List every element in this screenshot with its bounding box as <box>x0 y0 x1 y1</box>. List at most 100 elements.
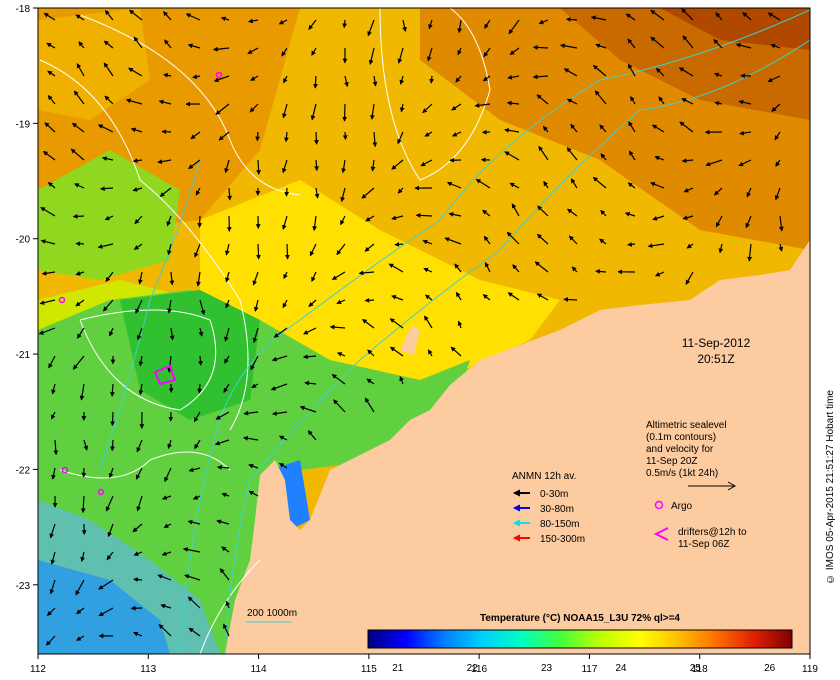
velocity-arrow <box>397 131 404 145</box>
velocity-arrow <box>282 215 288 230</box>
velocity-arrow <box>161 551 172 556</box>
velocity-arrow <box>775 159 781 167</box>
velocity-arrow <box>72 355 85 370</box>
velocity-arrow <box>308 19 317 31</box>
colorbar-tick-label: 21 <box>392 663 404 674</box>
annotation-line-3: and velocity for <box>646 444 714 455</box>
velocity-arrow <box>424 131 433 137</box>
velocity-arrow <box>136 439 143 453</box>
velocity-arrow <box>563 297 578 302</box>
longitude-axis: 112 113 114 115 116 117 118 119 <box>30 654 818 675</box>
velocity-arrow <box>402 19 407 32</box>
velocity-arrow <box>83 439 89 451</box>
lat-tick-label: -23 <box>16 581 31 592</box>
lon-tick-label: 115 <box>361 664 377 675</box>
velocity-arrow <box>74 183 85 189</box>
legend-item-label: 150-300m <box>540 534 585 545</box>
velocity-arrow <box>331 271 346 281</box>
velocity-arrow <box>216 519 230 525</box>
velocity-arrow <box>570 123 578 133</box>
velocity-arrow <box>714 100 723 106</box>
velocity-arrow <box>627 242 636 247</box>
velocity-arrow <box>448 212 462 217</box>
velocity-arrow <box>426 47 433 62</box>
velocity-arrow <box>281 47 288 57</box>
velocity-arrow <box>686 243 694 249</box>
velocity-arrow <box>592 64 607 77</box>
velocity-arrow <box>272 411 288 416</box>
velocity-arrow <box>75 271 85 276</box>
velocity-arrow <box>252 271 259 286</box>
velocity-arrow <box>536 233 549 245</box>
velocity-arrow <box>389 318 404 329</box>
velocity-arrow <box>778 243 784 252</box>
velocity-arrow <box>218 131 230 141</box>
velocity-arrow <box>80 551 85 562</box>
velocity-arrow <box>314 187 320 199</box>
annotation-line-5: 0.5m/s (1kt 24h) <box>646 468 718 479</box>
velocity-arrow <box>594 90 607 105</box>
isobath-legend: 200 1000m <box>246 608 297 623</box>
lon-tick-label: 116 <box>471 664 487 675</box>
lon-tick-label: 118 <box>692 664 708 675</box>
velocity-arrow <box>271 355 288 362</box>
velocity-arrow <box>253 299 259 312</box>
velocity-arrow <box>98 607 114 617</box>
velocity-arrow <box>75 14 85 21</box>
velocity-arrow <box>70 148 85 161</box>
velocity-arrow <box>600 153 607 161</box>
velocity-arrow <box>220 16 230 22</box>
velocity-arrow <box>681 8 694 21</box>
velocity-arrow <box>193 411 201 423</box>
velocity-arrow <box>72 213 85 219</box>
velocity-arrow <box>138 355 144 367</box>
velocity-arrow <box>590 15 607 21</box>
velocity-arrow <box>681 98 694 105</box>
velocity-arrow <box>394 242 404 247</box>
velocity-arrow <box>658 96 665 105</box>
velocity-arrow <box>624 211 636 217</box>
annotation-line-1: Altimetric sealevel <box>646 420 727 431</box>
velocity-arrow <box>283 75 288 84</box>
velocity-arrow <box>329 324 346 330</box>
velocity-arrow <box>682 35 694 49</box>
velocity-arrow <box>311 47 317 56</box>
velocity-arrow <box>105 495 114 512</box>
velocity-arrow <box>655 67 665 77</box>
velocity-arrow <box>420 159 433 167</box>
velocity-arrow <box>128 9 143 21</box>
velocity-arrow <box>543 180 549 189</box>
velocity-arrow <box>457 47 462 56</box>
velocity-arrow <box>169 327 175 341</box>
velocity-arrow <box>391 159 404 170</box>
velocity-arrow <box>538 145 549 161</box>
velocity-arrow <box>248 463 259 469</box>
velocity-arrow <box>49 523 56 539</box>
velocity-arrow <box>138 383 144 396</box>
velocity-arrow <box>159 187 172 197</box>
velocity-arrow <box>482 75 491 82</box>
velocity-arrow <box>364 243 375 252</box>
velocity-arrow <box>630 96 636 105</box>
velocity-arrow <box>506 100 520 106</box>
velocity-arrow <box>536 94 549 105</box>
velocity-arrow <box>705 159 723 167</box>
velocity-arrow <box>130 127 143 133</box>
velocity-arrow <box>506 231 520 245</box>
velocity-arrow <box>198 327 204 337</box>
velocity-arrow <box>746 187 752 198</box>
velocity-arrow <box>169 271 175 286</box>
velocity-arrow <box>101 156 114 161</box>
velocity-arrow <box>47 94 56 105</box>
velocity-arrow <box>133 577 143 582</box>
velocity-arrow <box>197 215 203 228</box>
velocity-arrow <box>76 607 85 615</box>
velocity-arrow <box>302 354 317 360</box>
velocity-arrow <box>184 574 201 581</box>
velocity-arrow <box>364 297 375 303</box>
velocity-arrow <box>509 182 520 189</box>
annotation-line-4: 11-Sep 20Z <box>646 456 698 467</box>
velocity-arrow <box>484 19 491 29</box>
velocity-arrow <box>71 122 85 133</box>
velocity-arrow <box>248 490 259 497</box>
